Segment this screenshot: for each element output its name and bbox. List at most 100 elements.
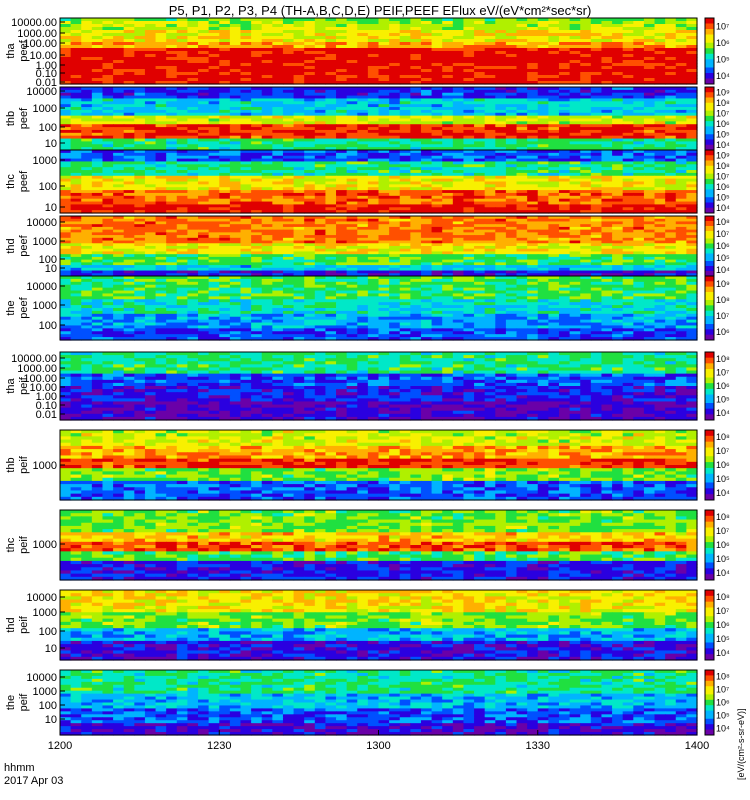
heatmap-cell bbox=[378, 51, 390, 55]
heatmap-cell bbox=[389, 104, 401, 108]
heatmap-cell bbox=[558, 30, 571, 34]
heatmap-cell bbox=[325, 24, 337, 28]
heatmap-cell bbox=[60, 101, 72, 105]
heatmap-cell bbox=[144, 150, 157, 154]
heatmap-cell bbox=[431, 112, 443, 117]
heatmap-cell bbox=[272, 54, 284, 58]
heatmap-cell bbox=[463, 69, 475, 73]
heatmap-cell bbox=[282, 104, 295, 108]
heatmap-cell bbox=[505, 155, 518, 160]
heatmap-cell bbox=[452, 27, 465, 31]
heatmap-cell bbox=[60, 60, 72, 64]
heatmap-cell bbox=[81, 129, 93, 134]
heatmap-cell bbox=[113, 33, 125, 37]
heatmap-cell bbox=[144, 132, 157, 137]
heatmap-cell bbox=[686, 115, 698, 120]
heatmap-cell bbox=[314, 27, 327, 31]
heatmap-cell bbox=[60, 92, 72, 97]
heatmap-cell bbox=[399, 54, 411, 58]
heatmap-cell bbox=[304, 24, 316, 28]
heatmap-cell bbox=[495, 60, 507, 64]
heatmap-cell bbox=[537, 121, 549, 125]
heatmap-cell bbox=[314, 75, 327, 79]
heatmap-cell bbox=[548, 89, 560, 94]
heatmap-cell bbox=[261, 144, 273, 148]
heatmap-cell bbox=[516, 78, 528, 82]
heatmap-cell bbox=[304, 72, 316, 76]
heatmap-cell bbox=[102, 112, 114, 117]
heatmap-cell bbox=[654, 98, 666, 102]
heatmap-cell bbox=[505, 132, 518, 137]
heatmap-cell bbox=[123, 89, 135, 94]
heatmap-cell bbox=[282, 33, 295, 37]
heatmap-cell bbox=[516, 101, 528, 105]
heatmap-cell bbox=[569, 144, 581, 148]
heatmap-cell bbox=[240, 89, 252, 94]
heatmap-cell bbox=[537, 115, 549, 120]
heatmap-cell bbox=[187, 95, 199, 100]
heatmap-cell bbox=[463, 42, 475, 46]
heatmap-cell bbox=[325, 89, 337, 94]
heatmap-cell bbox=[282, 109, 295, 114]
heatmap-cell bbox=[304, 124, 316, 128]
heatmap-cell bbox=[304, 18, 316, 22]
heatmap-cell bbox=[569, 54, 581, 58]
heatmap-cell bbox=[272, 147, 284, 151]
heatmap-cell bbox=[516, 45, 528, 49]
heatmap-cell bbox=[558, 42, 571, 46]
heatmap-cell bbox=[378, 36, 390, 40]
heatmap-cell bbox=[282, 92, 295, 97]
heatmap-cell bbox=[484, 109, 496, 114]
heatmap-cell bbox=[314, 42, 327, 46]
heatmap-cell bbox=[346, 92, 358, 97]
heatmap-cell bbox=[516, 39, 528, 43]
heatmap-cell bbox=[442, 127, 454, 131]
heatmap-cell bbox=[261, 81, 273, 85]
heatmap-cell bbox=[367, 138, 380, 143]
heatmap-cell bbox=[176, 150, 188, 154]
heatmap-cell bbox=[208, 152, 220, 157]
heatmap-cell bbox=[293, 89, 305, 94]
heatmap-cell bbox=[612, 118, 624, 122]
heatmap-cell bbox=[91, 121, 104, 125]
heatmap-cell bbox=[102, 129, 114, 134]
heatmap-cell bbox=[81, 132, 93, 137]
heatmap-cell bbox=[314, 45, 327, 49]
heatmap-cell bbox=[580, 42, 592, 46]
heatmap-cell bbox=[654, 54, 666, 58]
heatmap-cell bbox=[590, 36, 603, 40]
colorbar-swatch bbox=[705, 42, 714, 46]
heatmap-cell bbox=[70, 141, 82, 145]
heatmap-cell bbox=[367, 60, 380, 64]
heatmap-cell bbox=[272, 135, 284, 140]
heatmap-cell bbox=[229, 45, 242, 49]
heatmap-cell bbox=[569, 81, 581, 85]
heatmap-cell bbox=[229, 87, 242, 91]
heatmap-cell bbox=[516, 107, 528, 111]
heatmap-cell bbox=[612, 87, 624, 91]
heatmap-cell bbox=[155, 118, 167, 122]
heatmap-cell bbox=[442, 87, 454, 91]
heatmap-cell bbox=[198, 115, 210, 120]
heatmap-cell bbox=[580, 112, 592, 117]
heatmap-cell bbox=[474, 89, 486, 94]
heatmap-cell bbox=[399, 135, 411, 140]
heatmap-cell bbox=[166, 42, 178, 46]
heatmap-cell bbox=[272, 18, 284, 22]
heatmap-cell bbox=[155, 104, 167, 108]
heatmap-cell bbox=[134, 121, 146, 125]
heatmap-cell bbox=[389, 39, 401, 43]
heatmap-cell bbox=[123, 109, 135, 114]
heatmap-cell bbox=[81, 121, 93, 125]
heatmap-cell bbox=[336, 69, 348, 73]
heatmap-cell bbox=[527, 98, 539, 102]
heatmap-cell bbox=[176, 112, 188, 117]
heatmap-cell bbox=[654, 39, 666, 43]
heatmap-cell bbox=[643, 39, 656, 43]
heatmap-cell bbox=[251, 21, 263, 25]
heatmap-cell bbox=[272, 63, 284, 67]
heatmap-cell bbox=[91, 109, 104, 114]
heatmap-cell bbox=[113, 127, 125, 131]
heatmap-cell bbox=[431, 92, 443, 97]
